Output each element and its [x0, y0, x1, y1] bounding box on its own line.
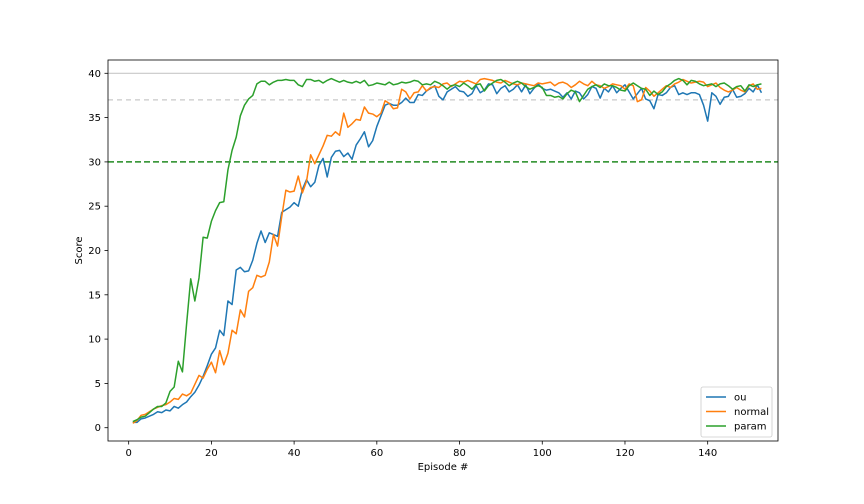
x-tick-label: 100 [533, 448, 552, 459]
legend-ou-label: ou [734, 393, 746, 404]
x-axis: 0 20 40 60 80 100 120 140 [125, 441, 717, 459]
legend: ou normal param [700, 386, 773, 438]
series-line-param [132, 77, 762, 423]
legend-normal-label: normal [734, 407, 769, 418]
y-axis-label: Score [74, 236, 85, 264]
y-tick-label: 5 [95, 379, 101, 390]
x-tick-label: 140 [698, 448, 717, 459]
y-axis: 0 5 10 15 20 25 30 35 40 [88, 69, 108, 434]
legend-param-label: param [734, 422, 766, 433]
x-axis-label: Episode # [418, 462, 469, 473]
x-tick-label: 20 [205, 448, 218, 459]
x-tick-label: 80 [453, 448, 466, 459]
y-tick-label: 25 [88, 202, 101, 213]
y-tick-label: 40 [88, 69, 101, 80]
x-tick-label: 40 [288, 448, 301, 459]
y-tick-label: 30 [88, 157, 101, 168]
y-tick-label: 35 [88, 113, 101, 124]
series-line-ou [132, 83, 763, 424]
y-tick-label: 20 [88, 246, 101, 257]
x-tick-label: 60 [370, 448, 383, 459]
plot-area [108, 60, 778, 441]
legend-box [700, 386, 773, 438]
y-tick-label: 15 [88, 290, 101, 301]
x-tick-label: 0 [125, 448, 131, 459]
y-tick-label: 10 [88, 335, 101, 346]
y-tick-label: 0 [95, 423, 101, 434]
series-lines [132, 77, 763, 424]
x-tick-label: 120 [615, 448, 634, 459]
